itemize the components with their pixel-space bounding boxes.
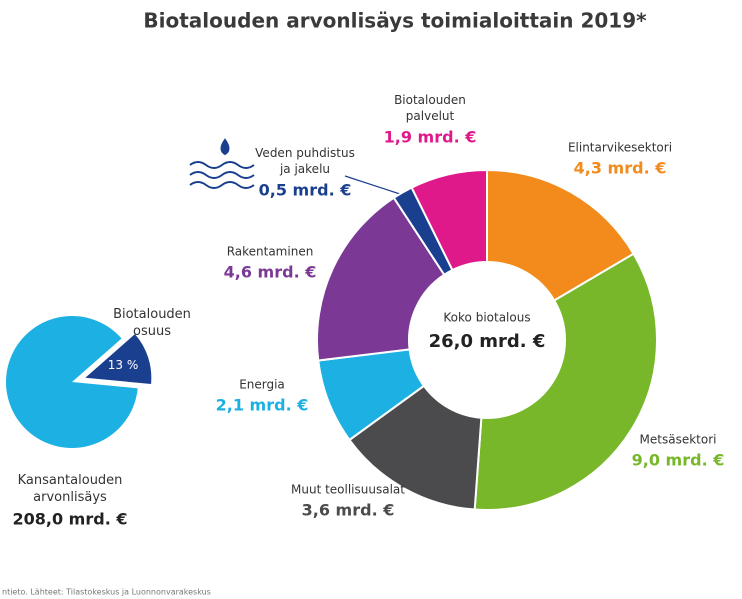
- center-total: 26,0 mrd. €: [429, 331, 546, 352]
- center-label: Koko biotalous: [443, 311, 530, 325]
- source-note: ntieto. Lähteet: Tilastokeskus ja Luonno…: [2, 588, 211, 597]
- water-icon: [190, 140, 254, 188]
- leader-line: [345, 176, 406, 196]
- whole-value: 208,0 mrd. €: [13, 510, 128, 529]
- segment-value: 2,1 mrd. €: [216, 396, 309, 415]
- segment-label: Elintarvikesektori: [568, 141, 672, 155]
- page: {"chart_data": [ {"type": "donut", "titl…: [0, 0, 742, 599]
- segment-label: Muut teollisuusalat: [291, 483, 405, 497]
- pie-rest: [6, 316, 138, 448]
- segment-value: 3,6 mrd. €: [302, 501, 395, 520]
- segment-value: 1,9 mrd. €: [384, 128, 477, 147]
- segment-label: Energia: [239, 378, 285, 392]
- infographic: Biotalouden arvonlisäys toimialoittain 2…: [0, 0, 742, 599]
- segment-value: 4,3 mrd. €: [574, 159, 667, 178]
- segment-value: 4,6 mrd. €: [224, 263, 317, 282]
- segment-value: 0,5 mrd. €: [259, 181, 352, 200]
- chart-title: Biotalouden arvonlisäys toimialoittain 2…: [143, 9, 647, 33]
- segment-value: 9,0 mrd. €: [632, 451, 725, 470]
- segment-label: Rakentaminen: [227, 245, 314, 259]
- slice-value: 13 %: [108, 358, 139, 372]
- segment-label: Metsäsektori: [640, 433, 717, 447]
